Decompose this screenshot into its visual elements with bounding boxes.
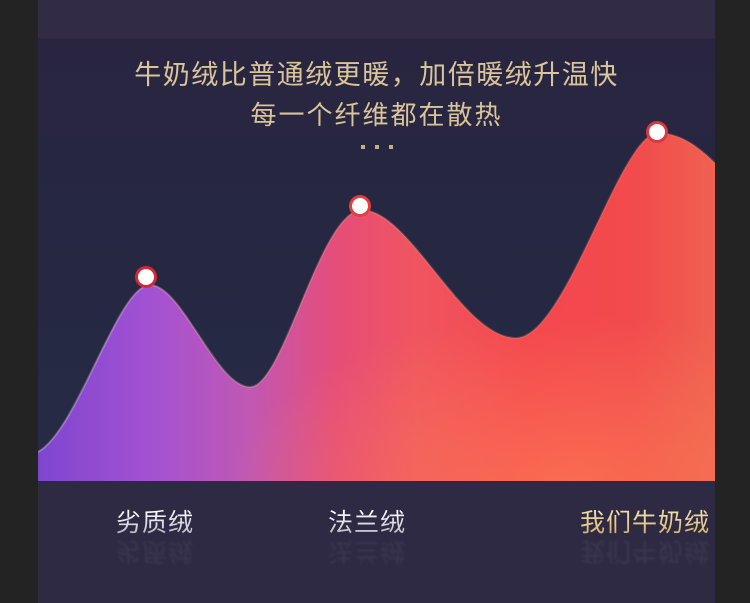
area-warm-glow	[38, 133, 715, 481]
peak-marker-flannel	[349, 195, 371, 217]
left-black-margin	[0, 0, 38, 603]
peak-marker-milk-fleece	[646, 121, 668, 143]
right-black-margin	[715, 0, 750, 603]
category-label-flannel: 法兰绒	[328, 503, 406, 539]
peak-marker-inferior-fleece	[135, 266, 157, 288]
category-label-reflection: 法兰绒	[327, 537, 407, 565]
category-label-reflection: 我们牛奶绒	[579, 537, 711, 565]
category-label-panel: 劣质绒 法兰绒 我们牛奶绒 劣质绒 法兰绒 我们牛奶绒	[38, 481, 715, 603]
category-label-milk-fleece: 我们牛奶绒	[580, 503, 710, 539]
category-label-inferior-fleece: 劣质绒	[116, 503, 194, 539]
warmth-area-chart: 牛奶绒比普通绒更暖，加倍暖绒升温快 每一个纤维都在散热	[38, 0, 715, 481]
promo-banner: 牛奶绒比普通绒更暖，加倍暖绒升温快 每一个纤维都在散热 劣质绒 法兰绒 我们牛奶…	[38, 0, 715, 603]
area-chart-canvas	[38, 121, 715, 481]
category-label-reflection: 劣质绒	[115, 537, 195, 565]
